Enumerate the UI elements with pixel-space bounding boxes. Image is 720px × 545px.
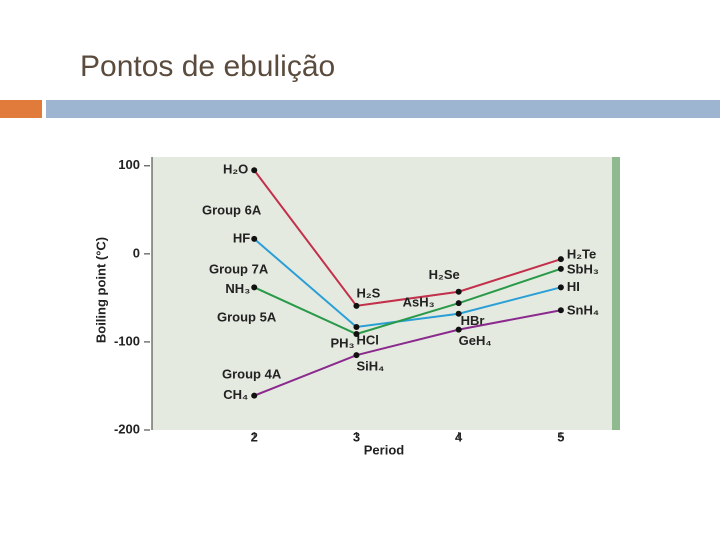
x-axis-label: Period <box>364 442 405 457</box>
data-point <box>251 284 258 291</box>
point-label: H₂O <box>223 162 248 177</box>
point-label: GeH₄ <box>459 333 492 348</box>
data-point <box>353 331 360 338</box>
point-label: CH₄ <box>223 387 248 402</box>
x-tick-label: 4 <box>455 429 463 444</box>
data-point <box>353 302 360 309</box>
point-label: HI <box>567 279 580 294</box>
y-tick-label: -100 <box>114 333 140 348</box>
point-label: H₂Se <box>429 267 460 282</box>
point-label: H₂S <box>356 285 380 300</box>
point-label: SbH₃ <box>567 261 599 276</box>
data-point <box>251 167 258 174</box>
group-label: Group 7A <box>209 261 269 276</box>
series-line <box>253 309 562 397</box>
point-label: HF <box>233 230 250 245</box>
x-tick-label: 3 <box>353 429 360 444</box>
y-tick-label: -200 <box>114 421 140 436</box>
accent-bar <box>0 100 42 118</box>
point-label: NH₃ <box>225 281 250 296</box>
point-label: SiH₄ <box>356 359 384 374</box>
series-line <box>253 238 562 329</box>
point-label: AsH₃ <box>403 295 435 310</box>
x-tick-label: 5 <box>557 429 564 444</box>
series-line <box>253 267 562 336</box>
data-point <box>353 323 360 330</box>
data-point <box>455 288 462 295</box>
data-point <box>455 310 462 317</box>
plot-background <box>152 157 612 430</box>
header-bar <box>46 100 720 118</box>
data-point <box>353 352 360 359</box>
point-label: PH₃ <box>330 335 354 350</box>
point-label: H₂Te <box>567 247 596 262</box>
y-tick-label: 0 <box>133 245 140 260</box>
point-label: SnH₄ <box>567 303 599 318</box>
data-point <box>557 284 564 291</box>
data-point <box>455 300 462 307</box>
data-point <box>557 256 564 263</box>
group-label: Group 4A <box>222 366 282 381</box>
group-label: Group 6A <box>202 202 262 217</box>
data-point <box>557 265 564 272</box>
x-tick-label: 2 <box>251 429 258 444</box>
data-point <box>251 392 258 399</box>
group-label: Group 5A <box>217 309 277 324</box>
y-axis-label: Boiling point (°C) <box>93 237 108 343</box>
point-label: HCl <box>356 332 378 347</box>
data-point <box>251 235 258 242</box>
plot-edge <box>612 157 620 430</box>
slide-title: Pontos de ebulição <box>80 50 335 83</box>
data-point <box>557 307 564 314</box>
point-label: HBr <box>461 313 485 328</box>
series-line <box>253 169 562 307</box>
data-point <box>455 326 462 333</box>
y-tick-label: 100 <box>118 157 140 172</box>
